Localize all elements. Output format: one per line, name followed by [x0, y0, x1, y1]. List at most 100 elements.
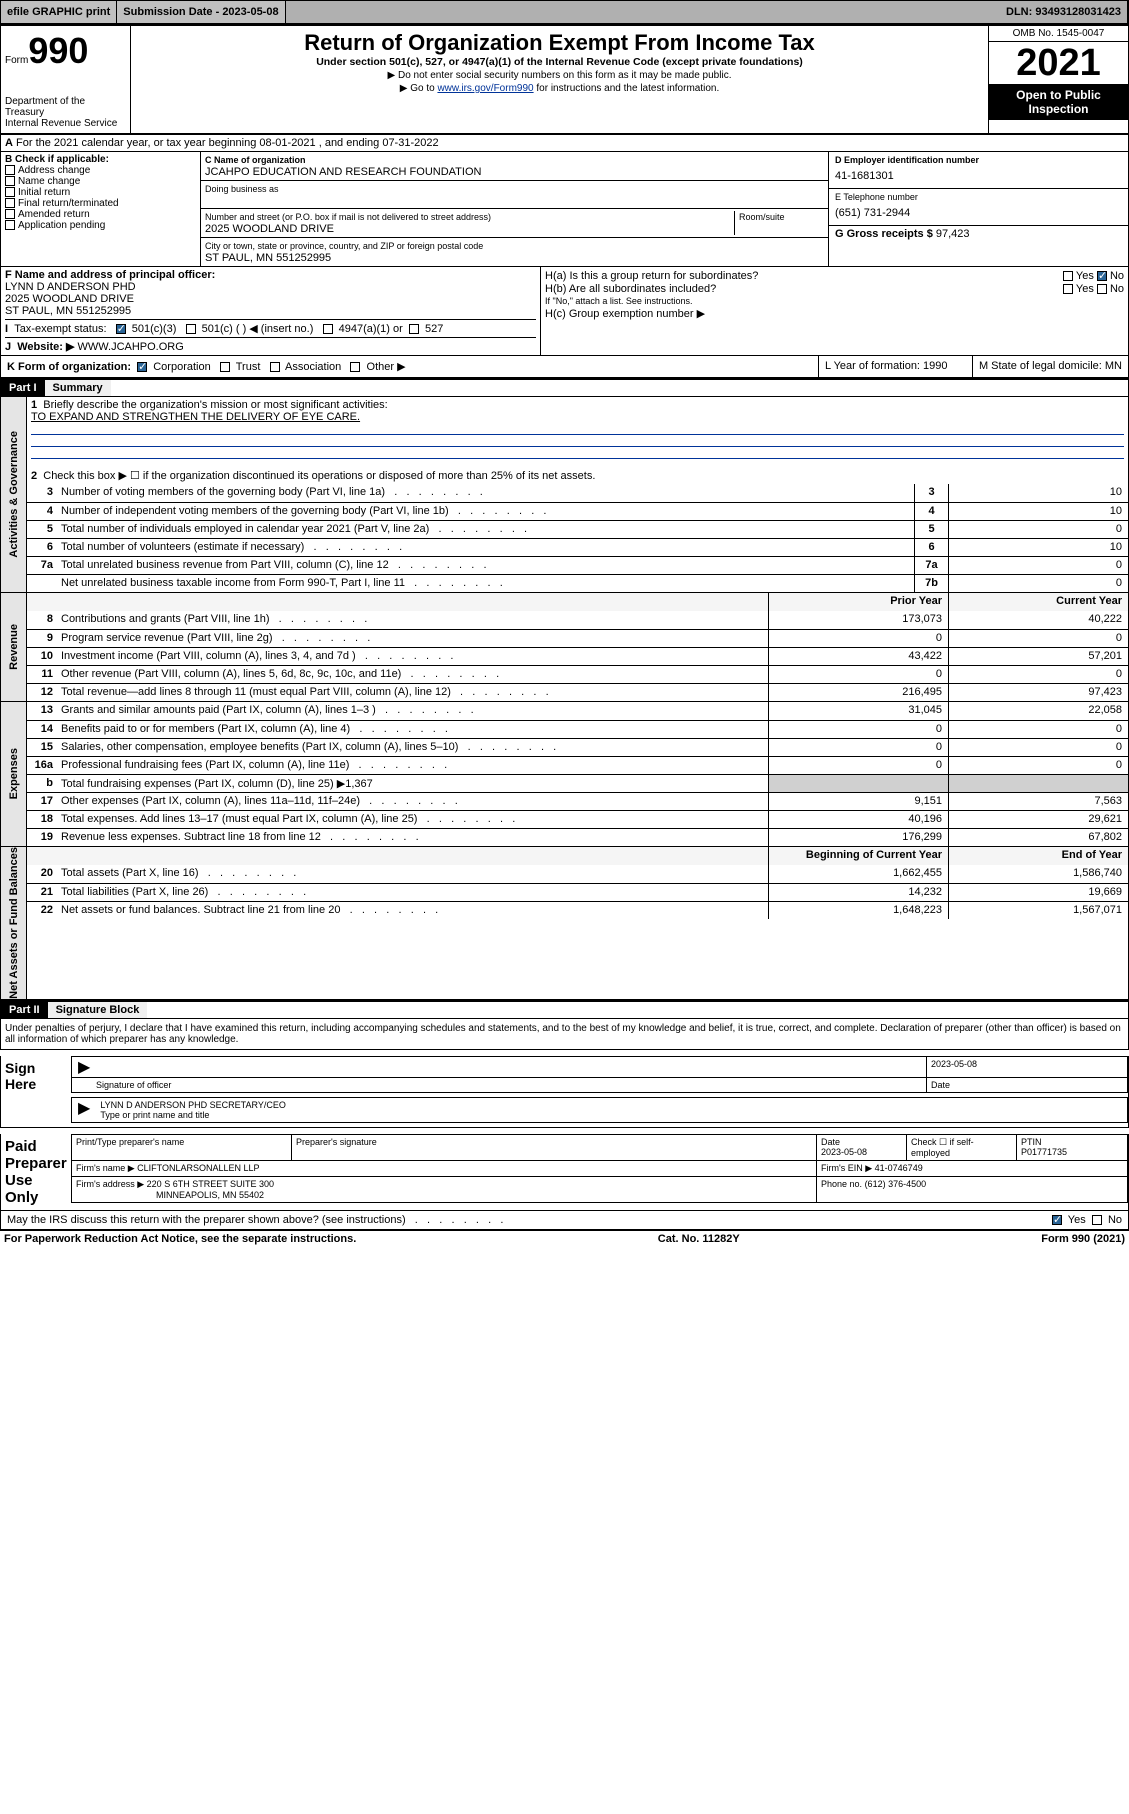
line-desc: Contributions and grants (Part VIII, lin… — [57, 611, 768, 629]
prior-val: 0 — [768, 721, 948, 738]
current-val: 0 — [948, 757, 1128, 774]
current-val: 1,567,071 — [948, 902, 1128, 919]
current-val: 0 — [948, 666, 1128, 683]
line-desc: Number of voting members of the governin… — [57, 484, 914, 502]
line-val: 0 — [948, 521, 1128, 538]
line-desc: Total revenue—add lines 8 through 11 (mu… — [57, 684, 768, 701]
line-box: 7a — [914, 557, 948, 574]
arrow-icon: ▶ — [72, 1057, 96, 1077]
prior-val: 0 — [768, 630, 948, 647]
form-number: Form990 — [5, 30, 126, 72]
section-d: D Employer identification number41-16813… — [829, 152, 1128, 189]
line-num: 13 — [27, 702, 57, 720]
mission-text: TO EXPAND AND STRENGTHEN THE DELIVERY OF… — [31, 411, 360, 423]
line-num: 7a — [27, 557, 57, 574]
inspection-badge: Open to Public Inspection — [989, 84, 1128, 120]
line-box: 5 — [914, 521, 948, 538]
officer-name: LYNN D ANDERSON PHD SECRETARY/CEO — [100, 1100, 286, 1110]
prior-val: 14,232 — [768, 884, 948, 901]
current-val: 19,669 — [948, 884, 1128, 901]
line2-text: Check this box ▶ ☐ if the organization d… — [43, 470, 595, 482]
form-title: Return of Organization Exempt From Incom… — [137, 30, 982, 56]
current-val: 29,621 — [948, 811, 1128, 828]
current-val: 0 — [948, 739, 1128, 756]
current-val: 67,802 — [948, 829, 1128, 846]
line-desc: Total unrelated business revenue from Pa… — [57, 557, 914, 574]
tab-revenue: Revenue — [1, 593, 27, 701]
sign-here-label: Sign Here — [1, 1056, 71, 1127]
line-desc: Investment income (Part VIII, column (A)… — [57, 648, 768, 665]
section-b: B Check if applicable: Address change Na… — [1, 152, 201, 266]
line-desc: Program service revenue (Part VIII, line… — [57, 630, 768, 647]
line-desc: Total expenses. Add lines 13–17 (must eq… — [57, 811, 768, 828]
line-num: 18 — [27, 811, 57, 828]
line-val: 10 — [948, 503, 1128, 520]
prior-val: 176,299 — [768, 829, 948, 846]
line-box: 7b — [914, 575, 948, 592]
line-num: 6 — [27, 539, 57, 556]
part1-badge: Part I — [1, 380, 45, 396]
line-val: 0 — [948, 575, 1128, 592]
current-val: 40,222 — [948, 611, 1128, 629]
line-num: 20 — [27, 865, 57, 883]
line-desc: Professional fundraising fees (Part IX, … — [57, 757, 768, 774]
footer-left: For Paperwork Reduction Act Notice, see … — [4, 1233, 356, 1245]
line-desc: Total assets (Part X, line 16) — [57, 865, 768, 883]
line-desc: Salaries, other compensation, employee b… — [57, 739, 768, 756]
tab-expenses: Expenses — [1, 702, 27, 846]
line-val: 10 — [948, 484, 1128, 502]
line-num: 22 — [27, 902, 57, 919]
section-j: J Website: ▶ WWW.JCAHPO.ORG — [5, 337, 536, 353]
submission-date-button[interactable]: Submission Date - 2023-05-08 — [117, 1, 285, 23]
line-desc: Benefits paid to or for members (Part IX… — [57, 721, 768, 738]
current-val: 57,201 — [948, 648, 1128, 665]
irs-label: Internal Revenue Service — [5, 118, 126, 129]
instructions-link[interactable]: www.irs.gov/Form990 — [437, 83, 533, 94]
current-val: 97,423 — [948, 684, 1128, 701]
date-label: Date — [927, 1078, 1127, 1092]
line-num: 11 — [27, 666, 57, 683]
prior-val: 1,662,455 — [768, 865, 948, 883]
footer-mid: Cat. No. 11282Y — [658, 1233, 740, 1245]
penalty-text: Under penalties of perjury, I declare th… — [0, 1019, 1129, 1050]
section-c: C Name of organizationJCAHPO EDUCATION A… — [201, 152, 828, 266]
line-num: 4 — [27, 503, 57, 520]
line-desc: Net unrelated business taxable income fr… — [57, 575, 914, 592]
efile-print-button[interactable]: efile GRAPHIC print — [1, 1, 117, 23]
part2-label: Signature Block — [48, 1002, 148, 1018]
line-desc: Grants and similar amounts paid (Part IX… — [57, 702, 768, 720]
section-f: F Name and address of principal officer:… — [5, 269, 536, 317]
line-desc: Total number of individuals employed in … — [57, 521, 914, 538]
year-formation: L Year of formation: 1990 — [819, 356, 973, 377]
state-domicile: M State of legal domicile: MN — [973, 356, 1128, 377]
line-num: 3 — [27, 484, 57, 502]
line-desc: Number of independent voting members of … — [57, 503, 914, 520]
current-val: 0 — [948, 630, 1128, 647]
section-k: K Form of organization: Corporation Trus… — [1, 356, 818, 377]
dept-label: Department of the Treasury — [5, 96, 126, 118]
line-desc: Total number of volunteers (estimate if … — [57, 539, 914, 556]
line-num: 5 — [27, 521, 57, 538]
current-val: 0 — [948, 721, 1128, 738]
line-num: 14 — [27, 721, 57, 738]
line-num: 17 — [27, 793, 57, 810]
line-num — [27, 575, 57, 592]
prior-val: 0 — [768, 739, 948, 756]
prior-val: 173,073 — [768, 611, 948, 629]
tab-netassets: Net Assets or Fund Balances — [1, 847, 27, 999]
form-subtitle: Under section 501(c), 527, or 4947(a)(1)… — [137, 56, 982, 68]
line-val: 0 — [948, 557, 1128, 574]
prior-val — [768, 775, 948, 792]
line-box: 4 — [914, 503, 948, 520]
line-desc: Total liabilities (Part X, line 26) — [57, 884, 768, 901]
current-val — [948, 775, 1128, 792]
section-h: H(a) Is this a group return for subordin… — [541, 267, 1128, 355]
line-desc: Revenue less expenses. Subtract line 18 … — [57, 829, 768, 846]
line-desc: Total fundraising expenses (Part IX, col… — [57, 775, 768, 792]
prior-val: 216,495 — [768, 684, 948, 701]
line-num: 19 — [27, 829, 57, 846]
sig-officer-label: Signature of officer — [72, 1078, 927, 1092]
dln-label: DLN: 93493128031423 — [1000, 1, 1128, 23]
prior-val: 40,196 — [768, 811, 948, 828]
line-num: 12 — [27, 684, 57, 701]
